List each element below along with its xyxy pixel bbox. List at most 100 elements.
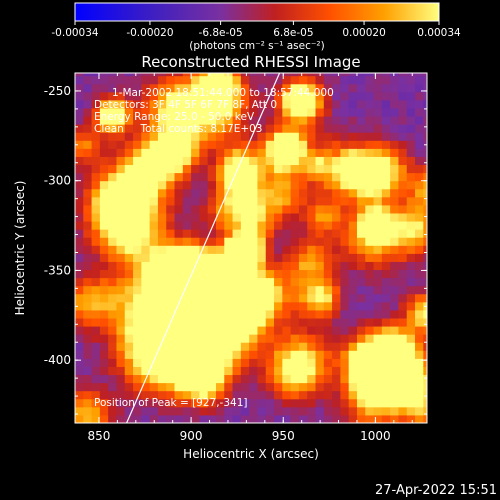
heatmap-cell [265,350,275,359]
heatmap-cell [298,245,308,254]
heatmap-cell [307,221,317,230]
heatmap-cell [199,398,209,408]
heatmap-cell [232,99,242,109]
heatmap-cell [116,390,126,400]
heatmap-cell [157,261,167,271]
heatmap-cell [141,285,151,295]
heatmap-cell [133,342,142,351]
heatmap-cell [415,172,424,182]
heatmap-cell [116,334,126,343]
heatmap-cell [257,390,267,400]
heatmap-cell [365,269,375,279]
heatmap-cell [232,180,242,190]
heatmap-cell [323,99,333,109]
heatmap-cell [257,213,267,222]
heatmap-cell [298,382,308,392]
heatmap-cell [224,91,234,101]
heatmap-cell [265,326,275,335]
heatmap-cell [423,326,427,335]
heatmap-cell [174,414,184,423]
heatmap-cell [75,390,84,400]
heatmap-cell [340,91,350,101]
heatmap-cell [207,188,217,198]
heatmap-cell [415,350,424,359]
heatmap-cell [265,156,275,166]
heatmap-cell [282,83,292,93]
heatmap-cell [133,172,142,182]
heatmap-cell [356,342,366,351]
heatmap-cell [141,188,151,198]
heatmap-cell [265,73,275,77]
heatmap-cell [249,398,258,408]
heatmap-cell [133,99,142,109]
heatmap-cell [406,237,416,246]
heatmap-cell [99,414,109,423]
heatmap-cell [149,116,159,125]
heatmap-cell [108,156,117,166]
heatmap-cell [415,318,424,327]
heatmap-cell [290,245,300,254]
heatmap-cell [166,414,176,423]
heatmap-cell [232,213,242,222]
heatmap-cell [108,398,117,408]
heatmap-cell [340,285,350,295]
heatmap-cell [398,164,408,174]
heatmap-cell [215,75,225,85]
heatmap-cell [191,350,200,359]
heatmap-cell [249,221,258,230]
heatmap-cell [381,301,391,311]
heatmap-cell [348,309,358,319]
heatmap-cell [166,342,176,351]
heatmap-cell [215,277,225,287]
heatmap-cell [381,406,391,416]
heatmap-cell [398,237,408,246]
heatmap-cell [298,196,308,206]
heatmap-cell [240,390,250,400]
heatmap-cell [199,309,209,319]
heatmap-cell [174,83,184,93]
heatmap-cell [282,124,292,133]
heatmap-cell [91,293,101,303]
heatmap-cell [199,342,209,351]
heatmap-cell [365,277,375,287]
heatmap-cell [199,91,209,101]
heatmap-cell [75,172,84,182]
heatmap-cell [108,99,117,109]
heatmap-cell [307,245,317,254]
heatmap-cell [240,253,250,262]
heatmap-cell [157,91,167,101]
heatmap-cell [340,358,350,367]
heatmap-cell [298,91,308,101]
heatmap-cell [157,334,167,343]
heatmap-cell [199,99,209,109]
heatmap-cell [141,172,151,182]
heatmap-cell [373,277,383,287]
heatmap-cell [323,229,333,238]
heatmap-cell [224,293,234,303]
heatmap-cell [398,261,408,271]
heatmap-cell [257,334,267,343]
heatmap-cell [232,108,242,117]
heatmap-cell [174,245,184,254]
heatmap-cell [199,277,209,287]
heatmap-cell [307,261,317,271]
heatmap-cell [249,277,258,287]
heatmap-cell [141,350,151,359]
heatmap-cell [91,301,101,311]
heatmap-cell [249,342,258,351]
heatmap-cell [133,406,142,416]
heatmap-cell [83,196,93,206]
heatmap-cell [108,124,117,133]
heatmap-cell [323,164,333,174]
heatmap-cell [99,148,109,157]
heatmap-cell [356,390,366,400]
heatmap-cell [381,358,391,367]
heatmap-cell [199,75,209,85]
heatmap-cell [315,148,325,157]
heatmap-cell [332,73,341,77]
heatmap-cell [298,148,308,157]
heatmap-cell [390,213,399,222]
heatmap-cell [91,180,101,190]
heatmap-cell [373,108,383,117]
heatmap-cell [116,132,126,141]
